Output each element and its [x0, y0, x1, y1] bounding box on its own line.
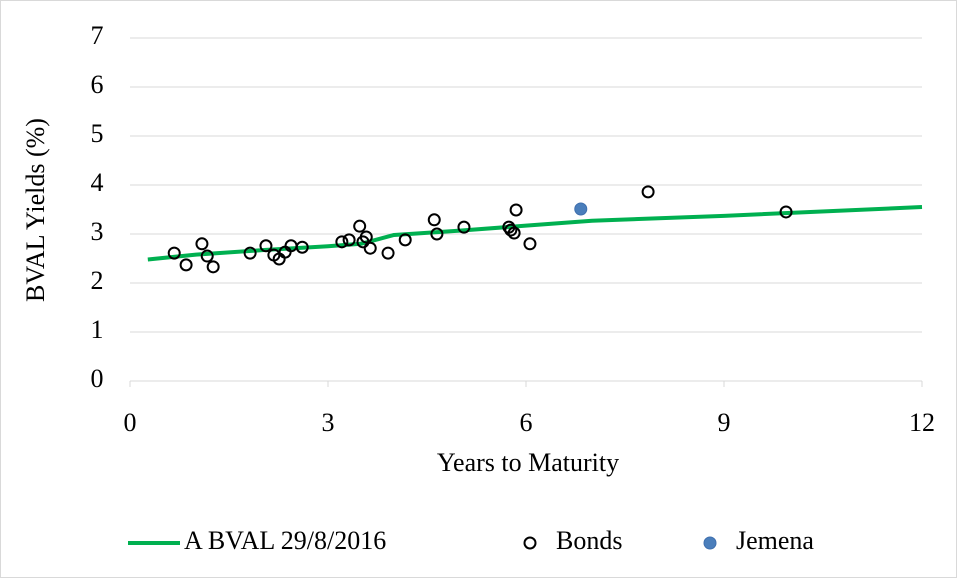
- point: [641, 185, 655, 199]
- point: [259, 239, 273, 253]
- point: [359, 230, 373, 244]
- x-tick-label: 9: [718, 408, 731, 437]
- y-tick-label: 2: [91, 266, 104, 295]
- y-axis-title: BVAL Yields (%): [21, 118, 50, 302]
- y-tick-label: 5: [91, 119, 104, 148]
- x-tick-label: 12: [909, 408, 935, 437]
- legend-label: A BVAL 29/8/2016: [184, 526, 386, 555]
- point: [195, 237, 209, 251]
- point: [398, 233, 412, 247]
- y-tick-label: 3: [91, 217, 104, 246]
- point: [353, 219, 367, 233]
- y-tick-label: 1: [91, 315, 104, 344]
- x-tick-label: 6: [520, 408, 533, 437]
- x-tick-label: 3: [322, 408, 335, 437]
- legend-label: Jemena: [736, 526, 814, 555]
- point: [179, 258, 193, 272]
- y-tick-label: 4: [91, 168, 104, 197]
- point: [457, 220, 471, 234]
- point: [381, 246, 395, 260]
- legend-swatch: [523, 536, 537, 550]
- point: [363, 241, 377, 255]
- point: [509, 203, 523, 217]
- legend-label: Bonds: [556, 526, 622, 555]
- point: [335, 235, 349, 249]
- point: [295, 240, 309, 254]
- x-tick-label: 0: [124, 408, 137, 437]
- y-tick-label: 0: [91, 364, 104, 393]
- y-tick-label: 6: [91, 70, 104, 99]
- point: [504, 223, 518, 237]
- point: [200, 249, 214, 263]
- point: [430, 227, 444, 241]
- line: [147, 205, 923, 262]
- point: [427, 213, 441, 227]
- point: [507, 226, 521, 240]
- point: [167, 246, 181, 260]
- y-tick-label: 7: [91, 21, 104, 50]
- point: [342, 233, 356, 247]
- x-axis-title: Years to Maturity: [437, 448, 619, 477]
- legend-swatch: [703, 536, 717, 550]
- point: [243, 246, 257, 260]
- point: [206, 260, 220, 274]
- point: [779, 205, 793, 219]
- point: [523, 237, 537, 251]
- point: [574, 202, 588, 216]
